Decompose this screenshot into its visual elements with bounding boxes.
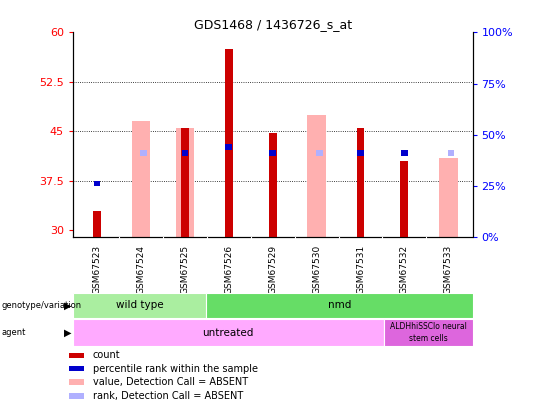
Text: value, Detection Call = ABSENT: value, Detection Call = ABSENT <box>93 377 248 387</box>
Bar <box>439 158 457 237</box>
Bar <box>70 379 84 385</box>
Bar <box>70 353 84 358</box>
Bar <box>93 211 101 237</box>
Bar <box>225 49 233 237</box>
Text: untreated: untreated <box>202 328 254 337</box>
Bar <box>356 128 365 237</box>
Text: percentile rank within the sample: percentile rank within the sample <box>93 364 258 373</box>
Bar <box>140 150 147 156</box>
Text: ALDHhiSSClo neural
stem cells: ALDHhiSSClo neural stem cells <box>390 322 467 343</box>
Bar <box>132 122 150 237</box>
Bar <box>73 293 206 318</box>
Bar <box>206 293 472 318</box>
Text: rank, Detection Call = ABSENT: rank, Detection Call = ABSENT <box>93 391 243 401</box>
Bar <box>70 366 84 371</box>
Text: count: count <box>93 350 120 360</box>
Bar <box>401 150 408 156</box>
Bar <box>357 150 364 156</box>
Bar <box>307 115 326 237</box>
Bar <box>316 150 322 156</box>
Text: ▶: ▶ <box>64 301 71 310</box>
Text: nmd: nmd <box>328 301 351 310</box>
Title: GDS1468 / 1436726_s_at: GDS1468 / 1436726_s_at <box>194 18 352 31</box>
Text: wild type: wild type <box>116 301 163 310</box>
Bar <box>448 150 454 156</box>
Bar <box>269 150 276 156</box>
Bar <box>176 128 194 237</box>
Bar <box>269 133 276 237</box>
Bar <box>384 319 472 346</box>
Text: genotype/variation: genotype/variation <box>1 301 81 310</box>
Bar <box>181 128 189 237</box>
Bar <box>94 181 100 186</box>
Bar <box>226 144 232 149</box>
Text: ▶: ▶ <box>64 328 71 337</box>
Bar <box>401 161 408 237</box>
Bar <box>181 150 188 156</box>
Bar <box>70 393 84 399</box>
Text: agent: agent <box>1 328 25 337</box>
Bar <box>73 319 384 346</box>
